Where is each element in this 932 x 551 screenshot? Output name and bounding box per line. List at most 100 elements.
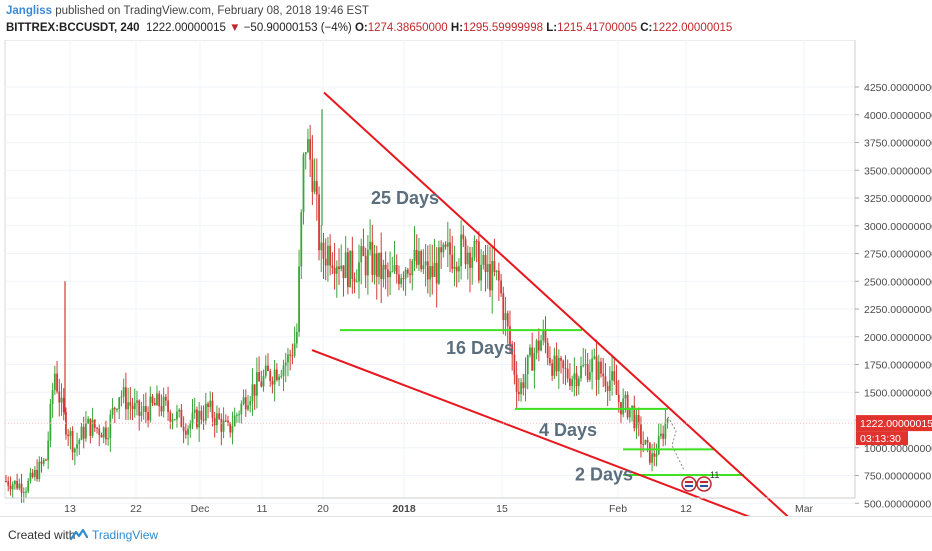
- candle-body: [218, 413, 221, 419]
- candle-body: [626, 394, 629, 418]
- candle-body: [136, 400, 138, 403]
- candle-body: [435, 262, 438, 284]
- candle-body: [213, 417, 216, 426]
- candle-body: [253, 384, 256, 396]
- candle-body: [280, 375, 283, 377]
- candle-body: [327, 245, 329, 266]
- candle-body: [98, 428, 101, 435]
- candle-body: [278, 376, 280, 381]
- candle-body: [18, 483, 21, 489]
- candle-body: [5, 481, 7, 483]
- candle-body: [260, 381, 263, 387]
- upper-trendline: [323, 91, 789, 516]
- time-tick-label: Feb: [609, 503, 627, 515]
- time-axis[interactable]: 13 22 Dec 11 20 2018 15 Feb 12 Mar: [5, 497, 855, 515]
- candle-body: [642, 444, 645, 446]
- countdown-box: [856, 431, 908, 446]
- candle-body: [624, 394, 627, 399]
- candle-body: [393, 265, 396, 272]
- candle-body: [33, 469, 36, 477]
- candle-body: [402, 278, 405, 280]
- candle-body: [25, 491, 27, 493]
- candle-body: [255, 372, 258, 396]
- candle-body: [240, 403, 243, 415]
- footer: Created with TradingView: [0, 516, 932, 551]
- candle-body: [20, 483, 23, 493]
- time-tick-label: 22: [130, 503, 142, 515]
- candle-body: [200, 410, 203, 420]
- candle-body: [446, 242, 449, 247]
- candle-body: [497, 270, 500, 281]
- candle-body: [40, 461, 43, 464]
- candle-body: [364, 255, 367, 276]
- price-tick-label: 1750.00000000: [864, 360, 932, 372]
- flag-circle: [681, 476, 697, 492]
- candle-body: [466, 252, 469, 265]
- candle-body: [224, 420, 227, 422]
- candle-body: [209, 400, 212, 408]
- candle-body: [546, 342, 549, 358]
- candle-body: [520, 382, 522, 395]
- candle-body: [351, 250, 354, 279]
- candle-body: [151, 396, 154, 403]
- candle-body: [100, 434, 103, 438]
- flag-count: 11: [710, 470, 719, 480]
- candle-body: [284, 362, 287, 366]
- candle-body: [651, 453, 653, 463]
- candle-body: [251, 384, 254, 402]
- candle-body: [486, 264, 489, 273]
- tradingview-logo-icon[interactable]: [70, 527, 88, 541]
- symbol-label: BITTREX:BCCUSDT, 240: [6, 22, 140, 34]
- candle-body: [184, 430, 187, 435]
- candle-body: [553, 355, 556, 376]
- candle-body: [309, 139, 312, 160]
- candle-body: [386, 269, 389, 278]
- candle-body: [526, 355, 529, 375]
- candle-body: [420, 251, 423, 270]
- candle-body: [282, 365, 285, 376]
- candle-body: [9, 485, 12, 490]
- candle-body: [524, 374, 527, 389]
- candle-body: [511, 344, 514, 355]
- candle-body: [469, 252, 471, 268]
- candle-body: [222, 420, 225, 432]
- candle-body: [602, 373, 605, 377]
- candle-body: [160, 406, 163, 412]
- event-flags-icon[interactable]: 11: [681, 470, 719, 492]
- candle-body: [147, 412, 149, 421]
- candle-body: [304, 152, 307, 155]
- candle-body: [444, 244, 447, 247]
- candle-body: [429, 266, 431, 280]
- candle-body: [227, 420, 229, 423]
- candle-body: [233, 415, 236, 426]
- candle-body: [648, 442, 651, 463]
- candle-body: [82, 426, 85, 439]
- candle-body: [588, 372, 591, 380]
- candle-body: [531, 347, 534, 371]
- candle-body: [144, 406, 147, 413]
- candle-body: [207, 403, 209, 408]
- time-tick-label: Dec: [191, 503, 210, 515]
- author-link[interactable]: Jangliss: [6, 5, 53, 17]
- candle-body: [442, 244, 445, 253]
- price-chart[interactable]: 25 Days 16 Days 4 Days 2 Days 4250.00000000…: [0, 40, 932, 516]
- candle-body: [182, 426, 185, 431]
- candle-body: [375, 253, 378, 277]
- price-tick-label: 500.00000000: [864, 498, 931, 510]
- tradingview-brand-link[interactable]: TradingView: [92, 528, 159, 542]
- low-value: 1215.41700005: [557, 22, 638, 34]
- candle-body: [608, 380, 611, 391]
- candle-body: [480, 264, 483, 281]
- candle-body: [542, 329, 545, 341]
- last-price-tag: 1222.00000015 03:13:30: [5, 415, 932, 446]
- candle-body: [657, 436, 660, 455]
- candle-body: [600, 361, 602, 374]
- candle-body: [360, 246, 363, 263]
- candle-body: [189, 423, 192, 429]
- candle-body: [29, 472, 32, 482]
- price-tick-label: 2000.00000000: [864, 332, 932, 344]
- candle-body: [138, 400, 141, 416]
- candle-body: [484, 254, 487, 273]
- close-label: C:: [640, 22, 653, 34]
- candle-body: [495, 270, 498, 272]
